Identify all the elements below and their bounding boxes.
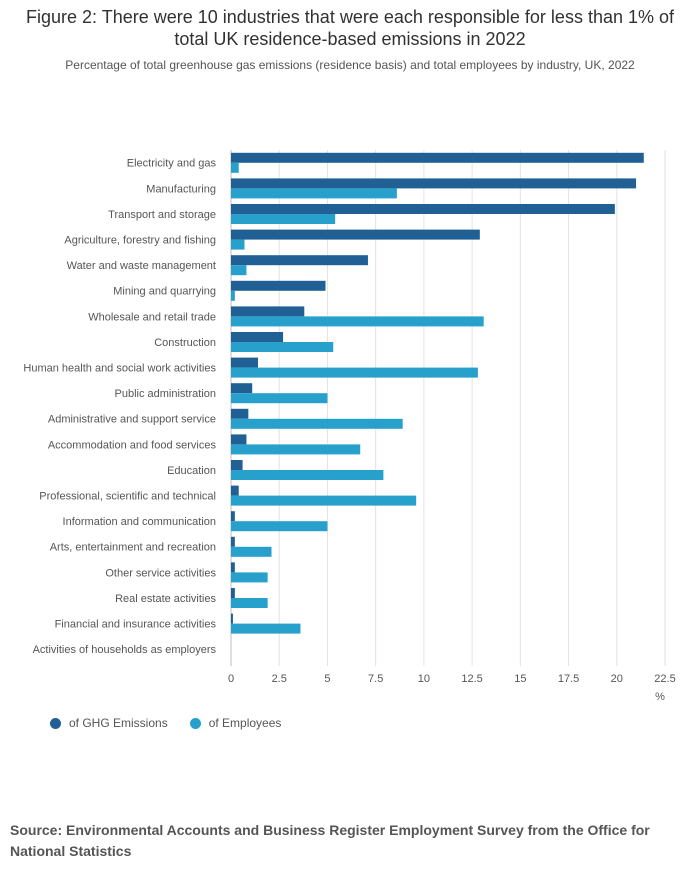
bar-ghg-emissions[interactable]: [231, 255, 368, 266]
bar-ghg-emissions[interactable]: [231, 204, 615, 214]
bar-employees[interactable]: [231, 598, 268, 608]
bar-employees[interactable]: [231, 572, 268, 583]
x-tick-label: 15: [514, 673, 526, 685]
bar-employees[interactable]: [231, 495, 417, 506]
category-label: Activities of households as employers: [33, 644, 217, 656]
bar-employees[interactable]: [231, 162, 239, 173]
bar-ghg-emissions[interactable]: [231, 408, 249, 419]
bar-employees[interactable]: [231, 393, 328, 404]
chart-subtitle: Percentage of total greenhouse gas emiss…: [65, 58, 635, 72]
legend-item-ghg[interactable]: of GHG Emissions: [50, 716, 168, 730]
bars: [231, 152, 644, 634]
bar-employees[interactable]: [231, 239, 245, 250]
category-label: Construction: [154, 337, 216, 349]
bar-employees[interactable]: [231, 470, 384, 480]
category-label: Accommodation and food services: [48, 439, 217, 451]
bar-employees[interactable]: [231, 367, 478, 378]
bar-ghg-emissions[interactable]: [231, 152, 644, 163]
bar-ghg-emissions[interactable]: [231, 562, 235, 573]
category-label: Manufacturing: [146, 183, 216, 195]
x-axis-unit: %: [655, 691, 665, 703]
category-label: Wholesale and retail trade: [88, 311, 216, 323]
legend-label-employees: of Employees: [208, 716, 282, 730]
x-tick-label: 20: [611, 673, 623, 685]
bar-ghg-emissions[interactable]: [231, 229, 480, 240]
category-label: Education: [167, 465, 216, 477]
category-label: Human health and social work activities: [23, 363, 216, 375]
bar-employees[interactable]: [231, 214, 336, 224]
x-tick-label: 7.5: [368, 673, 383, 685]
legend-dot-icon: [189, 717, 201, 729]
x-tick-label: 22.5: [654, 673, 675, 685]
bar-ghg-emissions[interactable]: [231, 178, 637, 189]
category-label: Public administration: [115, 388, 217, 400]
category-labels: Electricity and gas Manufacturing Transpor…: [23, 158, 216, 656]
category-label: Information and communication: [63, 516, 216, 528]
bar-employees[interactable]: [231, 444, 361, 455]
bar-employees[interactable]: [231, 623, 301, 634]
category-label: Arts, entertainment and recreation: [50, 542, 216, 554]
x-tick-label: 12.5: [461, 673, 482, 685]
category-label: Agriculture, forestry and fishing: [64, 235, 216, 247]
chart-title: Figure 2: There were 10 industries that …: [25, 7, 675, 49]
bar-employees[interactable]: [231, 188, 397, 199]
bar-employees[interactable]: [231, 521, 328, 532]
bar-ghg-emissions[interactable]: [231, 485, 239, 496]
bar-employees[interactable]: [231, 546, 272, 557]
bar-employees[interactable]: [231, 290, 235, 301]
bar-ghg-emissions[interactable]: [231, 280, 326, 291]
bar-ghg-emissions[interactable]: [231, 357, 259, 368]
x-tick-label: 17.5: [558, 673, 579, 685]
bar-employees[interactable]: [231, 418, 403, 429]
legend-item-employees[interactable]: of Employees: [189, 716, 282, 730]
category-label: Transport and storage: [108, 209, 216, 221]
bar-employees[interactable]: [231, 316, 484, 327]
x-tick-label: 10: [418, 673, 430, 685]
bar-ghg-emissions[interactable]: [231, 536, 235, 547]
x-tick-label: 0: [228, 673, 234, 685]
gridlines: [230, 150, 666, 666]
bar-ghg-emissions[interactable]: [231, 460, 243, 470]
bar-ghg-emissions[interactable]: [231, 613, 233, 624]
bar-ghg-emissions[interactable]: [231, 332, 284, 342]
bar-ghg-emissions[interactable]: [231, 306, 305, 317]
category-label: Other service activities: [105, 567, 216, 579]
x-axis-ticks: 0 2.5 5 7.5 10 12.5 15 17.5 20 22.5: [228, 673, 676, 685]
category-label: Electricity and gas: [127, 158, 217, 170]
legend-label-ghg: of GHG Emissions: [69, 716, 168, 730]
legend: of GHG Emissions of Employees: [50, 716, 281, 730]
category-label: Financial and insurance activities: [55, 619, 217, 631]
bar-employees[interactable]: [231, 265, 247, 276]
bar-employees[interactable]: [231, 342, 334, 352]
category-label: Professional, scientific and technical: [39, 491, 216, 503]
source-note: Source: Environmental Accounts and Busin…: [10, 822, 650, 859]
x-tick-label: 2.5: [272, 673, 287, 685]
category-label: Administrative and support service: [48, 414, 216, 426]
bar-ghg-emissions[interactable]: [231, 383, 253, 394]
bar-chart: Electricity and gas Manufacturing Transpor…: [23, 150, 676, 703]
bar-ghg-emissions[interactable]: [231, 434, 247, 445]
bar-ghg-emissions[interactable]: [231, 511, 235, 522]
category-label: Mining and quarrying: [113, 286, 216, 298]
bar-ghg-emissions[interactable]: [231, 588, 235, 598]
category-label: Water and waste management: [67, 260, 216, 272]
category-label: Real estate activities: [115, 593, 216, 605]
x-tick-label: 5: [324, 673, 330, 685]
legend-dot-icon: [50, 717, 61, 729]
